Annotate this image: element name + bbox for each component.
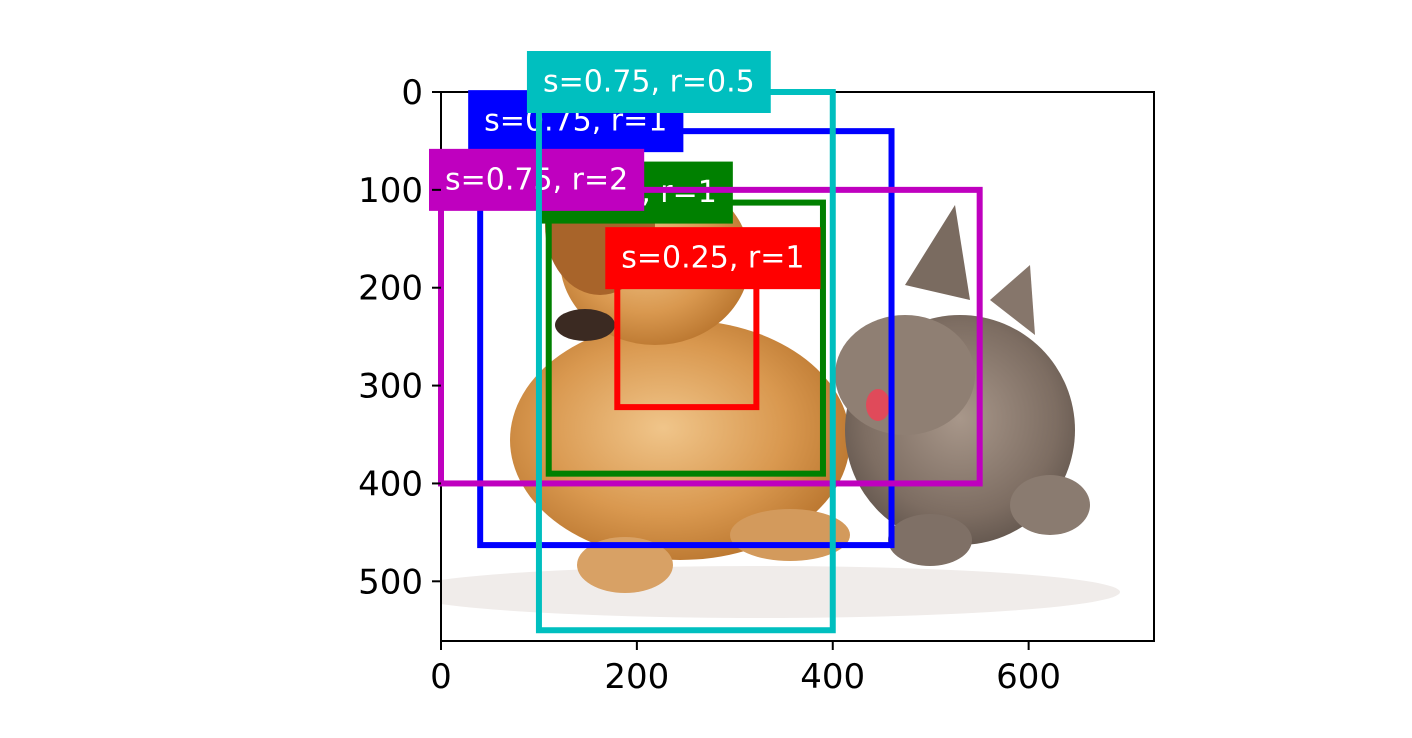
y-tick-label: 400 xyxy=(358,464,423,504)
y-tick-label: 0 xyxy=(401,73,423,113)
axis-ticks: 0 200 400 600 0 100 200 300 400 500 xyxy=(358,73,1061,697)
x-tick-label: 600 xyxy=(996,657,1061,697)
box-label-text: s=0.25, r=1 xyxy=(621,241,804,276)
x-tick-label: 0 xyxy=(430,657,452,697)
box-label: s=0.75, r=0.5 xyxy=(526,51,771,113)
box-label-background xyxy=(605,227,821,290)
box-label: s=0.25, r=1 xyxy=(605,227,821,290)
y-tick-label: 200 xyxy=(358,269,423,309)
bounding-box xyxy=(438,186,983,487)
bounding-box xyxy=(477,128,895,549)
y-tick-label: 500 xyxy=(358,562,423,602)
bounding-boxes: s=0.75, r=1s=0.5, r=1s=0.25, r=1s=0.75, … xyxy=(429,51,983,634)
box-label-background xyxy=(526,51,771,113)
x-tick-label: 400 xyxy=(800,657,865,697)
y-tick-label: 100 xyxy=(358,171,423,211)
x-tick-label: 200 xyxy=(604,657,669,697)
box-label-text: s=0.75, r=0.5 xyxy=(543,65,755,100)
y-tick-label: 300 xyxy=(358,367,423,407)
